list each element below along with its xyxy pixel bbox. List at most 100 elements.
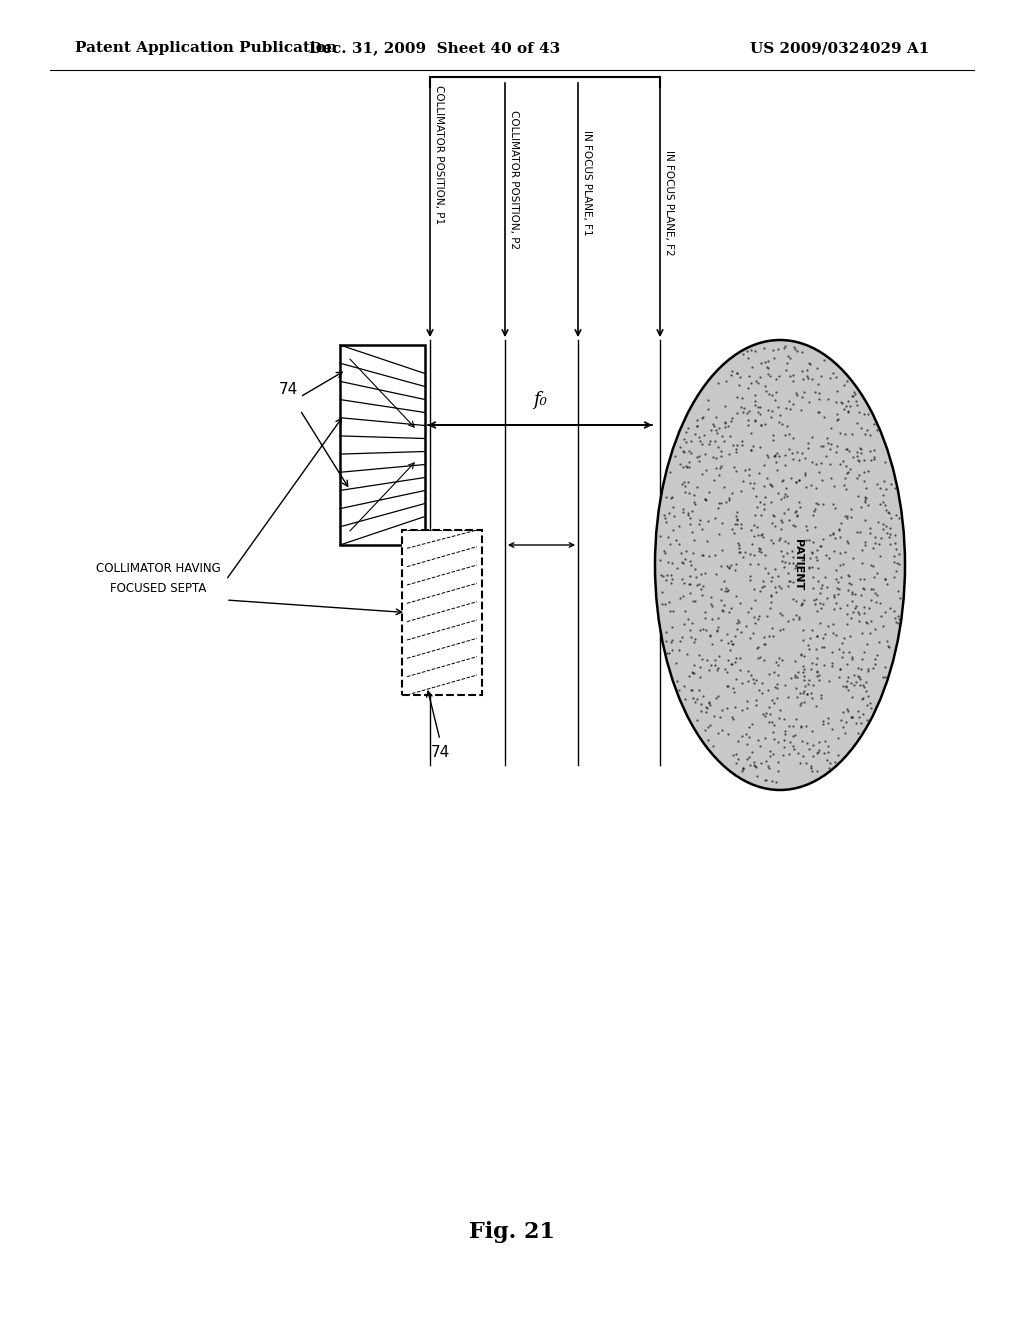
Point (820, 708, 837, 729)
Point (707, 416, 723, 437)
Point (855, 675, 871, 696)
Point (801, 669, 817, 690)
Point (680, 457, 696, 478)
Point (694, 463, 711, 484)
Point (693, 564, 710, 585)
Point (863, 590, 880, 611)
Point (847, 598, 863, 619)
Point (685, 655, 701, 676)
Point (692, 694, 709, 715)
Point (849, 441, 865, 462)
Point (764, 475, 780, 496)
Point (855, 688, 871, 709)
Point (757, 706, 773, 727)
Point (697, 607, 714, 628)
Point (788, 667, 805, 688)
Point (845, 385, 861, 407)
Point (683, 626, 699, 647)
Point (799, 682, 815, 704)
Point (712, 708, 728, 729)
Point (791, 449, 807, 470)
Point (677, 601, 693, 622)
Point (741, 366, 758, 387)
Point (846, 675, 862, 696)
Point (761, 697, 777, 718)
Point (871, 593, 888, 614)
Point (753, 491, 769, 512)
Point (816, 407, 833, 428)
Point (799, 360, 815, 381)
Point (790, 442, 806, 463)
Point (742, 519, 759, 540)
Point (729, 403, 745, 424)
Point (681, 441, 697, 462)
Point (710, 498, 726, 519)
Point (825, 521, 842, 543)
Point (859, 403, 876, 424)
Text: f₀: f₀ (534, 391, 547, 409)
Point (762, 704, 778, 725)
Point (841, 440, 857, 461)
Point (845, 647, 861, 668)
Point (809, 624, 825, 645)
Point (675, 440, 691, 461)
Point (742, 339, 759, 360)
Point (724, 708, 740, 729)
Point (850, 665, 866, 686)
Point (866, 440, 883, 461)
Point (859, 709, 876, 730)
Point (681, 665, 697, 686)
Point (718, 577, 734, 598)
Point (750, 396, 766, 417)
Point (808, 696, 824, 717)
Point (868, 644, 885, 665)
Point (828, 404, 845, 425)
Point (770, 446, 786, 467)
Point (886, 601, 902, 622)
Point (834, 710, 850, 731)
Point (842, 458, 858, 479)
Point (769, 688, 785, 709)
Point (792, 469, 808, 490)
Point (808, 601, 824, 622)
Point (760, 399, 776, 420)
Point (857, 681, 873, 702)
Point (797, 465, 813, 486)
Point (787, 554, 804, 576)
Point (715, 700, 731, 721)
Point (835, 642, 851, 663)
Point (706, 705, 722, 726)
Point (840, 438, 856, 459)
Point (700, 545, 717, 566)
Point (780, 391, 797, 412)
Point (767, 389, 783, 411)
Point (802, 548, 818, 569)
Point (683, 430, 699, 451)
Point (850, 722, 866, 743)
Point (700, 729, 717, 750)
Point (785, 371, 802, 392)
Point (851, 603, 867, 624)
Point (805, 746, 821, 767)
Point (784, 589, 801, 610)
Point (721, 444, 737, 465)
Point (877, 656, 893, 677)
Point (744, 742, 761, 763)
Point (716, 570, 732, 591)
Point (753, 524, 769, 545)
Point (815, 528, 831, 549)
Point (844, 590, 860, 611)
Point (807, 478, 823, 499)
Point (664, 569, 680, 590)
Point (744, 713, 761, 734)
Point (697, 444, 714, 465)
Point (831, 554, 848, 576)
Point (709, 660, 725, 681)
Point (753, 352, 769, 374)
Point (656, 541, 673, 562)
Point (776, 723, 793, 744)
Point (780, 510, 797, 531)
Point (877, 667, 893, 688)
Point (748, 384, 764, 405)
Point (853, 438, 869, 459)
